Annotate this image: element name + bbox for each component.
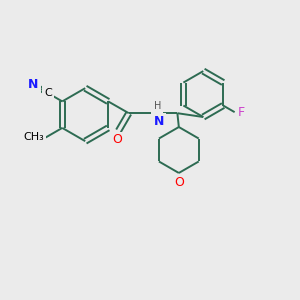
Text: N: N: [154, 115, 164, 128]
Text: O: O: [112, 133, 122, 146]
Text: C: C: [44, 88, 52, 98]
Text: H: H: [154, 101, 161, 111]
Text: O: O: [174, 176, 184, 190]
Text: N: N: [28, 78, 39, 91]
Text: F: F: [238, 106, 245, 119]
Text: CH₃: CH₃: [23, 133, 44, 142]
